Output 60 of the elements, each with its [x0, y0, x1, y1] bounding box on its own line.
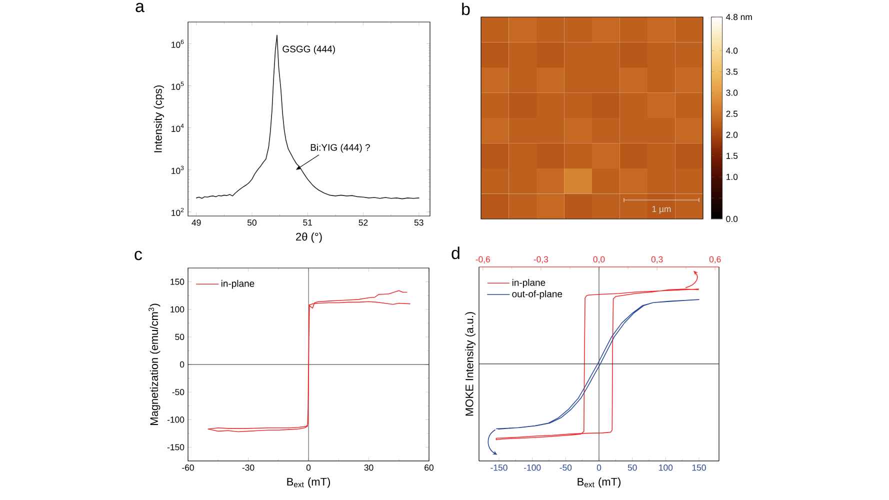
x-tick-label: 50	[628, 464, 637, 471]
x2-tick-label: -0,6	[476, 256, 490, 264]
x-tick-label: 30	[364, 464, 374, 471]
x2-tick-label: 0,0	[593, 256, 605, 264]
color-bar-label: 1.5	[726, 152, 738, 159]
y-tick-label: 10$^{3}$	[172, 166, 184, 174]
x-tick-label: -100	[524, 464, 541, 471]
y-tick-label: 10$^{5}$	[172, 82, 184, 90]
y-tick-label: -50	[172, 388, 184, 396]
color-bar-label: 3.0	[726, 90, 738, 96]
color-bar-label: 1.0	[726, 174, 738, 180]
x-tick-label: 52	[358, 220, 368, 226]
color-bar-label: 3.5	[726, 68, 738, 75]
x2-tick-label: -0,3	[534, 256, 548, 264]
x-tick-label: 150	[692, 464, 706, 471]
x2-tick-label: 0,3	[651, 256, 663, 264]
color-bar-label: 4.0	[726, 48, 738, 54]
y-axis-title: Magnetization (emu/cm$^{3}$)	[148, 304, 160, 425]
y-tick-label: 50	[175, 334, 184, 340]
x-tick-label: 50	[247, 220, 256, 226]
color-bar-label: 0.0	[726, 216, 738, 222]
y-tick-label: 10$^{4}$	[172, 124, 184, 132]
x-tick-label: 53	[414, 220, 424, 226]
x2-tick-label: 0,6	[709, 256, 721, 264]
x-tick-label: 60	[424, 464, 434, 471]
y-tick-label: -150	[167, 444, 184, 450]
y-tick-label: 10$^{2}$	[172, 208, 184, 216]
x-axis-title: B$_{ext}$ (mT)	[287, 478, 330, 488]
color-bar-label: 2.5	[726, 110, 738, 117]
y-tick-label: -100	[167, 416, 184, 423]
x-tick-label: -30	[242, 464, 254, 471]
x-axis-title: B$_{ext}$ (mT)	[578, 478, 621, 488]
y-tick-label: 10$^{6}$	[172, 40, 184, 48]
x-tick-label: 0	[596, 464, 602, 471]
color-bar-label: 2.0	[726, 132, 738, 138]
x-tick-label: -150	[490, 464, 508, 471]
x-tick-label: -60	[182, 464, 194, 471]
annotation: 1 µm	[652, 206, 671, 214]
chart-title: b	[462, 2, 470, 16]
color-bar-label: 4.8 nm	[726, 14, 752, 20]
y-tick-label: 0	[180, 361, 184, 368]
x-tick-label: 100	[659, 464, 673, 471]
annotation: Bi:YIG (444) ?	[310, 144, 370, 153]
x-axis-title: 2θ (°)	[296, 232, 322, 243]
annotation: GSGG (444)	[282, 45, 335, 54]
x-tick-label: 49	[192, 220, 201, 226]
chart-title: a	[136, 2, 144, 12]
legend-label: out-of-plane	[512, 290, 562, 300]
chart-title: d	[452, 246, 460, 260]
y-tick-label: 100	[170, 306, 184, 312]
y-axis-title: MOKE Intensity (a.u.)	[465, 312, 476, 416]
legend-label: in-plane	[221, 280, 254, 289]
x-tick-label: 51	[303, 220, 312, 226]
line-series	[196, 34, 420, 200]
y-axis-title: Intensity (cps)	[154, 85, 164, 152]
legend-label: in-plane	[512, 278, 546, 288]
x-tick-label: 0	[306, 464, 311, 471]
y-tick-label: 150	[170, 278, 184, 285]
x-tick-label: -50	[560, 464, 572, 471]
chart-title: c	[134, 250, 142, 260]
